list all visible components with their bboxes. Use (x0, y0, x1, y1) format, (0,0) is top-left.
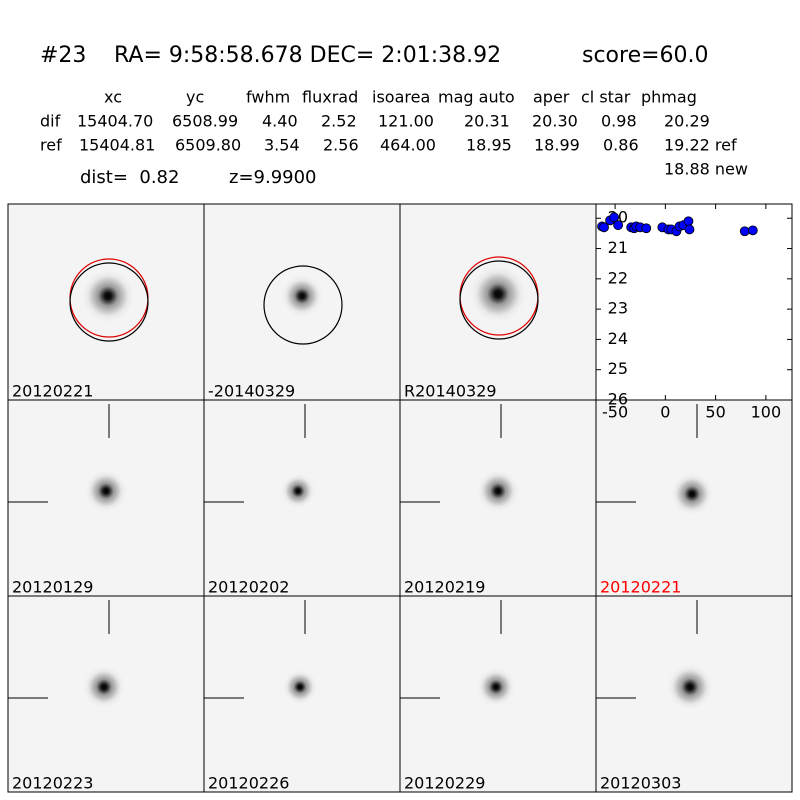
point (739, 226, 750, 237)
point (684, 224, 695, 235)
table-cell: 0.86 (603, 136, 639, 155)
thumbnail: 20120202 (203, 399, 401, 597)
column-header: mag auto (438, 88, 515, 107)
column-header: phmag (641, 88, 697, 107)
table-cell: 18.95 (466, 136, 512, 155)
table-extra: 18.88 new (664, 160, 748, 179)
coordinates: RA= 9:58:58.678 DEC= 2:01:38.92 (114, 43, 501, 68)
table-cell: 6509.80 (175, 136, 241, 155)
table-cell: 15404.70 (77, 112, 153, 131)
panel-label: R20140329 (404, 382, 497, 401)
aperture (263, 265, 343, 345)
panel-label: 20120202 (208, 578, 289, 597)
y-tick-label: 23 (608, 299, 628, 318)
thumbnail: 20120223 (7, 595, 205, 793)
x-tick-label: 0 (660, 403, 670, 422)
star (670, 472, 714, 516)
table-cell: 20.29 (664, 112, 710, 131)
x-tick-label: -50 (602, 403, 628, 422)
table-cell: 0.98 (601, 112, 637, 131)
thumbnail: -20140329 (203, 203, 401, 401)
table-cell: 121.00 (378, 112, 434, 131)
column-header: aper (533, 88, 570, 107)
y-tick-label: 22 (608, 268, 628, 287)
panel-label: 20120303 (600, 774, 681, 793)
column-header: fluxrad (302, 88, 358, 107)
x-tick-label: 100 (751, 403, 782, 422)
column-header: xc (104, 88, 122, 107)
panel-label: 20120221 (12, 382, 93, 401)
panel-label: 20120221 (600, 578, 681, 597)
point (609, 212, 619, 223)
table-cell: ref (40, 136, 62, 155)
point (641, 223, 652, 234)
star (82, 665, 126, 709)
star (84, 469, 128, 513)
star (476, 469, 520, 513)
column-header: fwhm (246, 88, 290, 107)
table-cell: dif (40, 112, 61, 131)
thumbnail: 20120303 (595, 595, 793, 793)
table-cell: 19.22 ref (664, 136, 737, 155)
panel-label: 20120219 (404, 578, 485, 597)
panel-label: 20120223 (12, 774, 93, 793)
panel-label: -20140329 (208, 382, 295, 401)
star (280, 473, 316, 509)
thumbnail: 20120221 (595, 399, 793, 597)
panel-label: 20120229 (404, 774, 485, 793)
thumbnail: R20140329 (399, 203, 597, 401)
thumbnail: 20120226 (203, 595, 401, 793)
y-tick-label: 25 (608, 359, 628, 378)
aperture (69, 262, 149, 342)
table-cell: 464.00 (380, 136, 436, 155)
distance: dist= 0.82 (80, 167, 179, 188)
y-tick-label: 21 (608, 238, 628, 257)
column-header: isoarea (372, 88, 430, 107)
table-cell: 6508.99 (172, 112, 238, 131)
candidate-id: #23 (40, 43, 86, 68)
star (280, 274, 324, 318)
point (599, 222, 609, 233)
thumbnail: 20120229 (399, 595, 597, 793)
point (613, 220, 624, 231)
table-cell: 4.40 (262, 112, 298, 131)
star (80, 268, 136, 324)
star (282, 669, 318, 705)
plot-area (595, 203, 793, 401)
aperture (459, 260, 539, 340)
thumbnail: 20120129 (7, 399, 205, 597)
star (476, 667, 516, 707)
table-cell: 2.52 (321, 112, 357, 131)
table-cell: 20.30 (532, 112, 578, 131)
panel-label: 20120226 (208, 774, 289, 793)
thumbnail: 20120219 (399, 399, 597, 597)
table-cell: 15404.81 (79, 136, 155, 155)
score: score=60.0 (582, 43, 709, 68)
thumbnail: 20120221 (7, 203, 205, 401)
y-tick-label: 24 (608, 329, 628, 348)
x-tick-label: 50 (705, 403, 725, 422)
star (468, 264, 528, 324)
panel-label: 20120129 (12, 578, 93, 597)
table-cell: 3.54 (264, 136, 300, 155)
column-header: cl star (581, 88, 631, 107)
point (747, 225, 758, 236)
table-cell: 18.99 (534, 136, 580, 155)
point (683, 216, 694, 227)
column-header: yc (186, 88, 204, 107)
table-cell: 20.31 (464, 112, 510, 131)
star (666, 663, 714, 711)
z-value: z=9.9900 (229, 167, 317, 188)
y-tick-label: 26 (608, 390, 628, 409)
table-cell: 2.56 (323, 136, 359, 155)
